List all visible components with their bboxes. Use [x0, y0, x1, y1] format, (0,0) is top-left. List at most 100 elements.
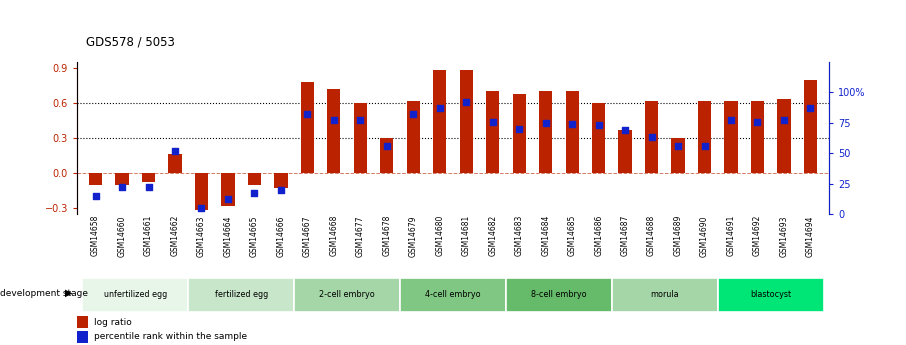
Text: log ratio: log ratio [93, 317, 131, 326]
Text: GSM14692: GSM14692 [753, 215, 762, 256]
Point [724, 118, 738, 123]
Text: GSM14679: GSM14679 [409, 215, 418, 257]
Bar [777, 99, 791, 173]
Text: GSM14680: GSM14680 [435, 215, 444, 256]
Point [565, 121, 580, 127]
Bar [115, 173, 129, 185]
Text: blastocyst: blastocyst [750, 290, 791, 299]
Point [776, 118, 791, 123]
Bar [565, 91, 579, 173]
Text: GSM14666: GSM14666 [276, 215, 285, 257]
Bar [169, 154, 181, 173]
Point [115, 185, 130, 190]
Text: GSM14685: GSM14685 [568, 215, 576, 256]
Point [194, 205, 208, 210]
Point [698, 143, 712, 149]
Bar [487, 91, 499, 173]
Text: 8-cell embryo: 8-cell embryo [531, 290, 587, 299]
Bar [506, 278, 612, 312]
Text: percentile rank within the sample: percentile rank within the sample [93, 332, 246, 341]
Bar [751, 101, 764, 173]
Point [512, 126, 526, 132]
Point [221, 197, 236, 202]
Text: GSM14694: GSM14694 [806, 215, 815, 257]
Text: GDS578 / 5053: GDS578 / 5053 [86, 35, 175, 48]
Bar [459, 70, 473, 173]
Text: GSM14663: GSM14663 [197, 215, 206, 257]
Text: GSM14687: GSM14687 [621, 215, 630, 256]
Point [459, 99, 474, 105]
Bar [400, 278, 506, 312]
Text: GSM14684: GSM14684 [541, 215, 550, 256]
Point [274, 187, 288, 193]
Point [538, 120, 553, 126]
Text: GSM14693: GSM14693 [779, 215, 788, 257]
Text: GSM14668: GSM14668 [330, 215, 338, 256]
Point [804, 106, 818, 111]
Text: GSM14661: GSM14661 [144, 215, 153, 256]
Text: fertilized egg: fertilized egg [215, 290, 268, 299]
Point [618, 127, 632, 133]
Point [486, 119, 500, 124]
Point [168, 148, 182, 154]
Bar [612, 278, 718, 312]
Text: unfertilized egg: unfertilized egg [103, 290, 167, 299]
Bar [592, 103, 605, 173]
Bar [353, 103, 367, 173]
Point [141, 185, 156, 190]
Text: GSM14667: GSM14667 [303, 215, 312, 257]
Text: GSM14658: GSM14658 [91, 215, 100, 256]
Text: GSM14678: GSM14678 [382, 215, 391, 256]
Text: GSM14689: GSM14689 [673, 215, 682, 256]
Bar [142, 173, 155, 183]
Bar [698, 101, 711, 173]
Text: GSM14660: GSM14660 [118, 215, 127, 257]
Bar [645, 101, 658, 173]
Point [353, 118, 368, 123]
Point [380, 143, 394, 149]
Bar [89, 173, 102, 185]
Point [300, 111, 314, 117]
Text: GSM14662: GSM14662 [170, 215, 179, 256]
Bar [77, 316, 88, 328]
Bar [327, 89, 341, 173]
Text: development stage: development stage [0, 288, 88, 298]
Bar [725, 101, 737, 173]
Point [247, 190, 262, 196]
Text: GSM14690: GSM14690 [700, 215, 709, 257]
Bar [301, 82, 314, 173]
Point [326, 118, 341, 123]
Point [88, 193, 102, 198]
Bar [188, 278, 294, 312]
Bar [195, 173, 208, 210]
Text: morula: morula [651, 290, 680, 299]
Text: 2-cell embryo: 2-cell embryo [319, 290, 375, 299]
Point [432, 106, 447, 111]
Text: GSM14683: GSM14683 [515, 215, 524, 256]
Bar [718, 278, 824, 312]
Bar [433, 70, 447, 173]
Bar [619, 130, 631, 173]
Bar [275, 173, 287, 188]
Point [592, 122, 606, 128]
Bar [248, 173, 261, 185]
Text: GSM14677: GSM14677 [356, 215, 365, 257]
Text: GSM14664: GSM14664 [224, 215, 233, 257]
Point [644, 135, 659, 140]
Bar [294, 278, 400, 312]
Bar [513, 93, 525, 173]
Text: GSM14691: GSM14691 [727, 215, 736, 256]
Text: GSM14686: GSM14686 [594, 215, 603, 256]
Bar [671, 138, 685, 173]
Text: GSM14665: GSM14665 [250, 215, 259, 257]
Text: 4-cell embryo: 4-cell embryo [425, 290, 481, 299]
Text: ▶: ▶ [65, 288, 72, 298]
Point [670, 143, 685, 149]
Bar [381, 138, 393, 173]
Bar [804, 80, 817, 173]
Bar [77, 331, 88, 343]
Bar [539, 91, 553, 173]
Text: GSM14688: GSM14688 [647, 215, 656, 256]
Text: GSM14681: GSM14681 [462, 215, 471, 256]
Point [750, 119, 765, 124]
